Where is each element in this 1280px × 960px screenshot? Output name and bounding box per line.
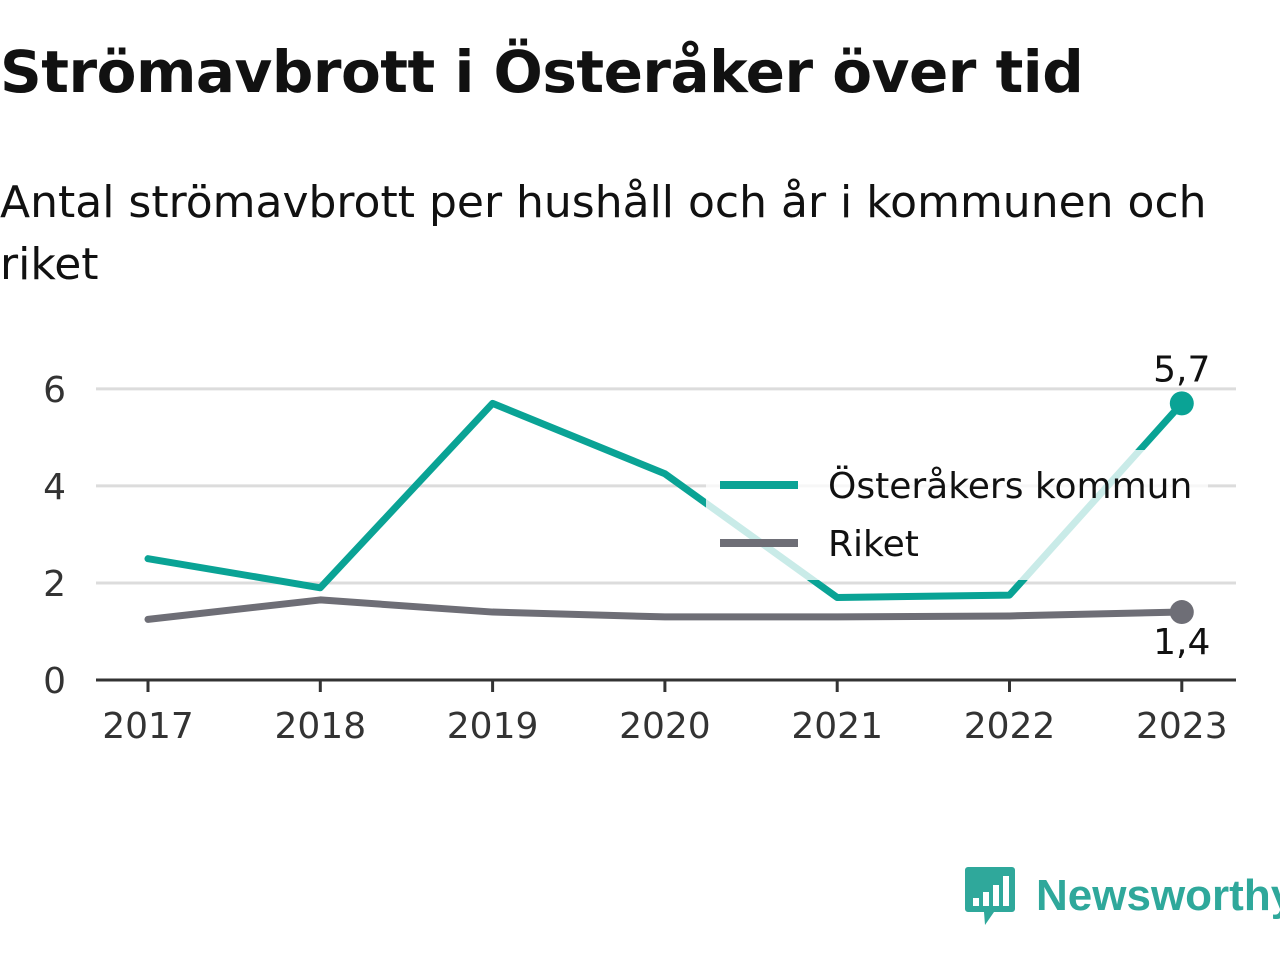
legend-label: Österåkers kommun (828, 465, 1192, 507)
y-tick-label: 0 (43, 661, 66, 702)
legend-label: Riket (828, 524, 919, 565)
y-tick-label: 4 (43, 467, 66, 508)
chart-title: Strömavbrott i Österåker över tid (0, 38, 1084, 106)
x-tick-label: 2018 (274, 706, 366, 747)
logo-text: Newsworthy (1036, 871, 1280, 920)
bar-chart-speech-bubble-icon (965, 867, 1015, 925)
y-tick-label: 2 (43, 564, 66, 605)
legend: Österåkers kommun Riket (706, 450, 1208, 580)
series-end-point (1169, 391, 1194, 416)
x-tick-label: 2021 (791, 706, 883, 747)
end-value-label: 1,4 (1153, 622, 1210, 663)
x-tick-label: 2019 (447, 706, 539, 747)
axes: 0 2 4 6 2017 2018 2019 2020 2021 2022 2023 (43, 370, 1236, 747)
x-tick-label: 2022 (964, 706, 1056, 747)
series-end-point (1169, 600, 1194, 625)
x-tick-label: 2023 (1136, 706, 1228, 747)
newsworthy-logo: Newsworthy (964, 864, 1280, 928)
chart-subtitle: Antal strömavbrott per hushåll och år i … (0, 177, 1207, 290)
x-tick-label: 2017 (102, 706, 194, 747)
legend-backdrop (706, 450, 1208, 580)
x-tick-label: 2020 (619, 706, 711, 747)
end-value-label: 5,7 (1153, 349, 1210, 390)
line-chart: 0 2 4 6 2017 2018 2019 2020 2021 2022 2023 Österåk… (43, 349, 1236, 747)
y-tick-label: 6 (43, 370, 66, 411)
series-line (144, 596, 1186, 623)
end-labels: 5,7 1,4 (1153, 349, 1210, 663)
series-lines (144, 391, 1194, 625)
series-line (144, 399, 1186, 601)
